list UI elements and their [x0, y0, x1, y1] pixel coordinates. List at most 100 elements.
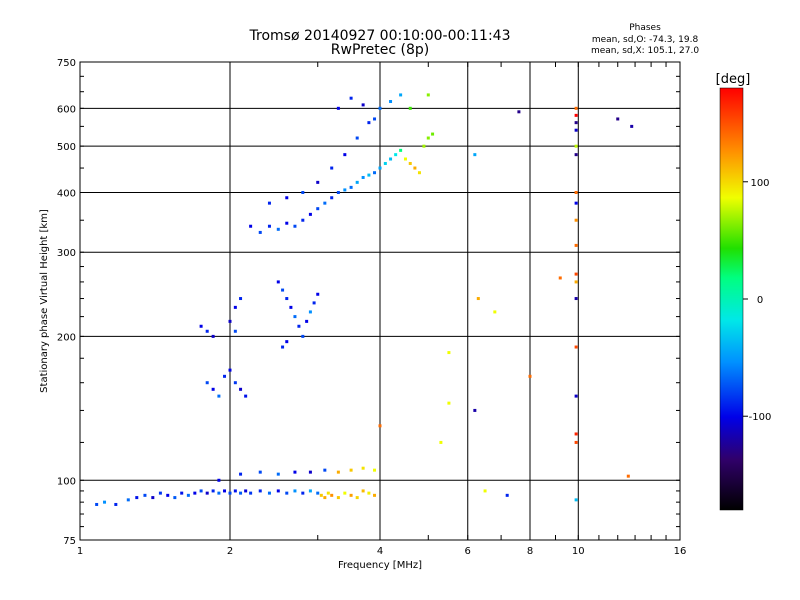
data-point: [574, 113, 578, 117]
data-point: [574, 498, 578, 502]
data-point: [574, 201, 578, 205]
x-tick-label: 1: [77, 546, 83, 557]
data-point: [574, 440, 578, 444]
data-point: [301, 491, 305, 495]
data-point: [151, 496, 155, 500]
data-point: [378, 424, 382, 428]
data-point: [476, 297, 480, 301]
data-point: [413, 166, 417, 170]
data-point: [528, 374, 532, 378]
phases-o-stats: mean, sd,O: -74.3, 19.8: [592, 35, 699, 45]
data-point: [228, 368, 232, 372]
data-point: [276, 489, 280, 493]
data-point: [103, 500, 107, 504]
data-point: [281, 288, 285, 292]
data-point: [199, 489, 203, 493]
y-tick-label: 100: [57, 476, 76, 487]
data-point: [373, 117, 377, 121]
data-point: [367, 173, 371, 177]
data-point: [233, 381, 237, 385]
data-point: [343, 188, 347, 192]
data-point: [574, 106, 578, 110]
data-point: [367, 491, 371, 495]
data-point: [373, 171, 377, 175]
data-point: [417, 171, 421, 175]
data-point: [399, 93, 403, 97]
data-point: [426, 93, 430, 97]
data-point: [205, 491, 209, 495]
data-point: [574, 218, 578, 222]
data-point: [166, 493, 170, 497]
data-point: [439, 440, 443, 444]
data-point: [447, 351, 451, 355]
y-tick-label: 400: [57, 188, 76, 199]
data-point: [574, 190, 578, 194]
data-point: [135, 496, 139, 500]
y-axis-label: Stationary phase Virtual Height [km]: [39, 209, 50, 393]
data-point: [355, 496, 359, 500]
data-point: [217, 478, 221, 482]
data-point: [355, 180, 359, 184]
data-point: [574, 121, 578, 125]
data-point: [293, 470, 297, 474]
y-tick-label: 750: [57, 58, 76, 69]
data-point: [228, 319, 232, 323]
data-point: [205, 329, 209, 333]
data-point: [574, 243, 578, 247]
data-point: [383, 161, 387, 165]
data-point: [95, 502, 99, 506]
data-point: [244, 394, 248, 398]
data-point: [349, 493, 353, 497]
data-point: [293, 315, 297, 319]
colorbar-tick-label: 100: [750, 178, 769, 189]
grid-layer: [80, 62, 680, 540]
data-point: [574, 432, 578, 436]
data-point: [323, 468, 327, 472]
data-point: [343, 153, 347, 157]
data-point: [326, 491, 330, 495]
x-tick-label: 8: [527, 546, 533, 557]
data-point: [574, 153, 578, 157]
data-point: [399, 148, 403, 152]
data-point: [228, 491, 232, 495]
x-tick-label: 4: [377, 546, 383, 557]
data-point: [389, 157, 393, 161]
data-point: [285, 196, 289, 200]
data-point: [308, 470, 312, 474]
data-point: [330, 166, 334, 170]
data-point: [355, 136, 359, 140]
data-point: [223, 374, 227, 378]
data-point: [408, 106, 412, 110]
data-point: [308, 212, 312, 216]
data-point: [239, 387, 243, 391]
data-point: [211, 489, 215, 493]
y-tick-label: 200: [57, 332, 76, 343]
data-point: [173, 496, 177, 500]
data-point: [276, 280, 280, 284]
data-point: [517, 110, 521, 114]
data-point: [223, 489, 227, 493]
data-point: [301, 334, 305, 338]
data-point: [336, 106, 340, 110]
data-point: [312, 301, 316, 305]
data-point: [316, 292, 320, 296]
data-point: [349, 468, 353, 472]
data-point: [285, 297, 289, 301]
colorbar-label: [deg]: [716, 72, 751, 87]
data-point: [483, 489, 487, 493]
x-tick-label: 10: [572, 546, 585, 557]
data-point: [143, 493, 147, 497]
data-point: [574, 280, 578, 284]
data-point: [244, 489, 248, 493]
data-point: [558, 276, 562, 280]
data-point: [473, 153, 477, 157]
points-layer: [95, 93, 634, 506]
data-point: [267, 224, 271, 228]
phases-x-stats: mean, sd,X: 105.1, 27.0: [591, 46, 699, 56]
data-point: [211, 334, 215, 338]
y-tick-label: 75: [63, 536, 76, 547]
data-point: [378, 106, 382, 110]
data-point: [249, 491, 253, 495]
chart-subtitle: RwPretec (8p): [331, 42, 429, 58]
